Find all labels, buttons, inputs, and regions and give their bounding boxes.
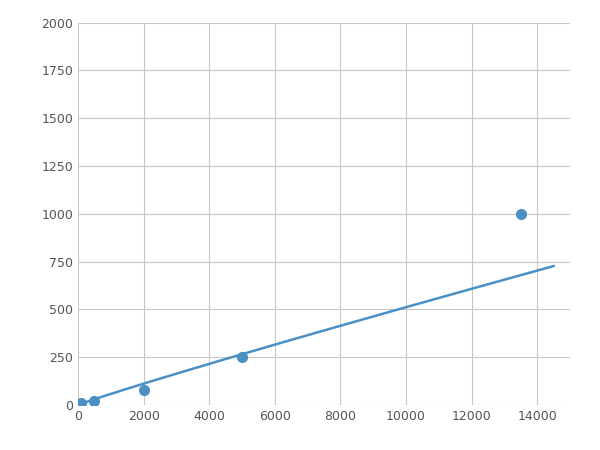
Point [89, 398, 99, 405]
Point [76, 400, 86, 407]
Point [516, 210, 526, 217]
Point [237, 354, 247, 361]
Point [139, 386, 148, 393]
